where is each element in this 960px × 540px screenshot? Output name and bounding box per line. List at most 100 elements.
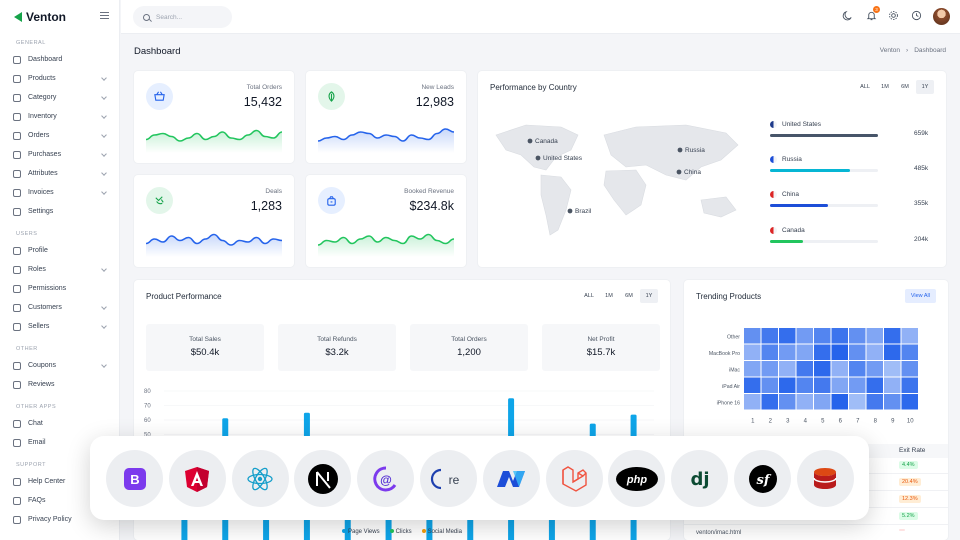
- heatmap-cell[interactable]: [744, 344, 761, 361]
- heatmap-cell[interactable]: [849, 377, 866, 394]
- heatmap-cell[interactable]: [796, 377, 814, 394]
- blazor-logo[interactable]: @: [357, 450, 415, 507]
- product-range-1y[interactable]: 1Y: [640, 289, 658, 303]
- dotnet-core-logo[interactable]: re: [420, 450, 477, 507]
- user-avatar[interactable]: [933, 8, 950, 25]
- sidebar-item-roles[interactable]: Roles: [0, 260, 119, 279]
- sidebar-item-faqs[interactable]: FAQs: [0, 491, 119, 510]
- sidebar-item-permissions[interactable]: Permissions: [0, 279, 119, 298]
- heatmap-cell[interactable]: [796, 328, 814, 344]
- heatmap-cell[interactable]: [849, 394, 866, 410]
- product-range-1m[interactable]: 1M: [605, 293, 613, 299]
- country-range-6m[interactable]: 6M: [901, 84, 909, 90]
- heatmap-cell[interactable]: [831, 394, 849, 410]
- search-input[interactable]: Search...: [133, 6, 232, 28]
- aspnet-logo[interactable]: [482, 450, 540, 507]
- heatmap-cell[interactable]: [744, 328, 761, 344]
- heatmap-cell[interactable]: [761, 394, 779, 410]
- sidebar-item-help-center[interactable]: Help Center: [0, 472, 119, 491]
- product-range-all[interactable]: ALL: [584, 293, 594, 299]
- sidebar-item-profile[interactable]: Profile: [0, 241, 119, 260]
- gear-icon[interactable]: [888, 10, 899, 21]
- heatmap-cell[interactable]: [779, 377, 796, 394]
- table-row[interactable]: venton/imac.html: [684, 526, 948, 540]
- sidebar-item-privacy-policy[interactable]: Privacy Policy: [0, 510, 119, 529]
- heatmap-cell[interactable]: [744, 377, 761, 394]
- codeigniter-logo[interactable]: [796, 450, 854, 507]
- heatmap-cell[interactable]: [901, 328, 919, 344]
- map-marker[interactable]: [676, 169, 682, 175]
- map-marker[interactable]: [567, 208, 573, 214]
- heatmap-cell[interactable]: [866, 344, 884, 361]
- heatmap-cell[interactable]: [779, 394, 796, 410]
- bootstrap-logo[interactable]: B: [106, 450, 163, 507]
- heatmap-cell[interactable]: [884, 344, 901, 361]
- product-range-6m[interactable]: 6M: [625, 293, 633, 299]
- heatmap-cell[interactable]: [884, 361, 901, 377]
- sidebar-item-inventory[interactable]: Inventory: [0, 107, 119, 126]
- map-marker[interactable]: [527, 138, 533, 144]
- sidebar-item-settings[interactable]: Settings: [0, 202, 119, 221]
- legend-item[interactable]: Clicks: [389, 529, 412, 535]
- heatmap-cell[interactable]: [901, 361, 919, 377]
- heatmap-cell[interactable]: [761, 361, 779, 377]
- react-logo[interactable]: [231, 450, 289, 507]
- heatmap-cell[interactable]: [884, 394, 901, 410]
- php-logo[interactable]: php: [608, 450, 666, 507]
- breadcrumb-root[interactable]: Venton: [879, 47, 901, 54]
- bell-icon[interactable]: [866, 10, 877, 21]
- heatmap-cell[interactable]: [849, 344, 866, 361]
- sidebar-item-invoices[interactable]: Invoices: [0, 183, 119, 202]
- brand-logo[interactable]: Venton: [14, 10, 66, 24]
- sidebar-item-chat[interactable]: Chat: [0, 414, 119, 433]
- heatmap-cell[interactable]: [779, 361, 796, 377]
- angular-logo[interactable]: [168, 450, 226, 507]
- heatmap-cell[interactable]: [884, 328, 901, 344]
- heatmap-cell[interactable]: [866, 394, 884, 410]
- heatmap-cell[interactable]: [901, 344, 919, 361]
- clock-icon[interactable]: [911, 10, 922, 21]
- heatmap-cell[interactable]: [866, 328, 884, 344]
- country-range-1m[interactable]: 1M: [881, 84, 889, 90]
- view-all-button[interactable]: View All: [904, 289, 936, 303]
- country-range-1y[interactable]: 1Y: [916, 80, 934, 94]
- heatmap-cell[interactable]: [866, 377, 884, 394]
- legend-item[interactable]: Social Media: [421, 529, 462, 535]
- heatmap-cell[interactable]: [814, 361, 831, 377]
- heatmap-cell[interactable]: [831, 344, 849, 361]
- menu-toggle-icon[interactable]: [100, 12, 109, 21]
- sidebar-item-orders[interactable]: Orders: [0, 126, 119, 145]
- heatmap-cell[interactable]: [761, 328, 779, 344]
- heatmap-cell[interactable]: [796, 394, 814, 410]
- sidebar-item-sellers[interactable]: Sellers: [0, 317, 119, 336]
- heatmap-cell[interactable]: [744, 394, 761, 410]
- sidebar-item-category[interactable]: Category: [0, 88, 119, 107]
- nextjs-logo[interactable]: [294, 450, 352, 507]
- country-range-all[interactable]: ALL: [860, 84, 870, 90]
- heatmap-cell[interactable]: [744, 361, 761, 377]
- heatmap-cell[interactable]: [779, 328, 796, 344]
- moon-icon[interactable]: [842, 10, 853, 21]
- heatmap-cell[interactable]: [831, 377, 849, 394]
- heatmap-cell[interactable]: [901, 394, 919, 410]
- sidebar-item-reviews[interactable]: Reviews: [0, 375, 119, 394]
- laravel-logo[interactable]: [545, 450, 603, 507]
- legend-item[interactable]: Page Views: [342, 529, 380, 535]
- heatmap-cell[interactable]: [814, 377, 831, 394]
- sidebar-item-email[interactable]: Email: [0, 433, 119, 452]
- heatmap-cell[interactable]: [814, 328, 831, 344]
- map-marker[interactable]: [535, 155, 541, 161]
- sidebar-item-products[interactable]: Products: [0, 69, 119, 88]
- symfony-logo[interactable]: sf: [734, 450, 791, 507]
- django-logo[interactable]: dj: [671, 450, 729, 507]
- sidebar-item-customers[interactable]: Customers: [0, 298, 119, 317]
- heatmap-cell[interactable]: [901, 377, 919, 394]
- sidebar-item-coupons[interactable]: Coupons: [0, 356, 119, 375]
- heatmap-cell[interactable]: [761, 377, 779, 394]
- heatmap-cell[interactable]: [814, 394, 831, 410]
- sidebar-item-dashboard[interactable]: Dashboard: [0, 50, 119, 69]
- heatmap-cell[interactable]: [831, 328, 849, 344]
- heatmap-cell[interactable]: [761, 344, 779, 361]
- sidebar-item-attributes[interactable]: Attributes: [0, 164, 119, 183]
- heatmap-cell[interactable]: [849, 328, 866, 344]
